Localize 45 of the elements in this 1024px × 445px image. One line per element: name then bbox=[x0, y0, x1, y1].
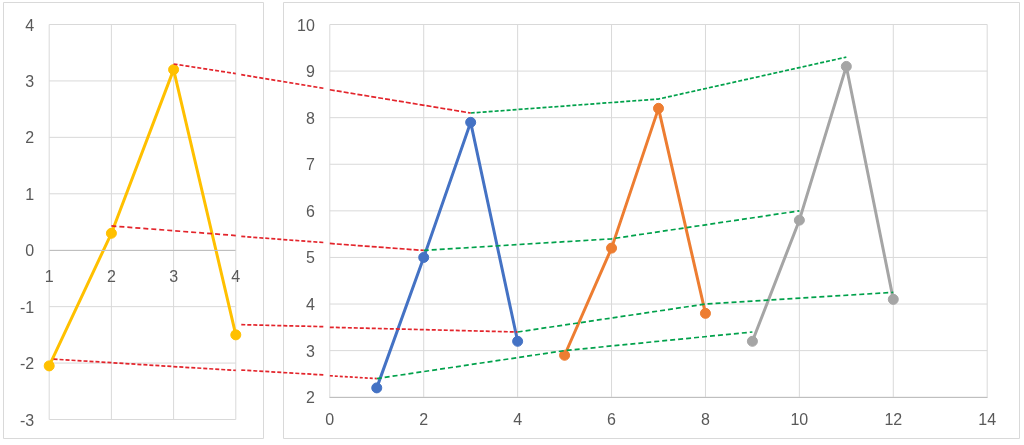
x-tick-label: 0 bbox=[325, 411, 335, 429]
point bbox=[512, 335, 524, 347]
point bbox=[606, 242, 618, 254]
y-tick-label: -3 bbox=[19, 411, 35, 429]
x-tick-label: 6 bbox=[607, 411, 617, 429]
y-tick-label: 9 bbox=[305, 63, 315, 81]
point bbox=[699, 307, 711, 319]
x-tick-label: 10 bbox=[790, 411, 809, 429]
y-tick-label: -2 bbox=[19, 355, 35, 373]
x-tick-label: 14 bbox=[978, 411, 997, 429]
x-tick-label: 2 bbox=[106, 268, 116, 286]
y-tick-label: 2 bbox=[25, 129, 35, 147]
y-tick-label: -1 bbox=[19, 298, 35, 316]
point bbox=[43, 360, 55, 372]
x-tick-label: 3 bbox=[169, 268, 179, 286]
x-tick-label: 4 bbox=[513, 411, 523, 429]
x-tick-label: 8 bbox=[701, 411, 711, 429]
y-tick-label: 3 bbox=[305, 342, 315, 360]
y-tick-label: 4 bbox=[25, 16, 35, 34]
x-tick-label: 4 bbox=[231, 268, 241, 286]
y-tick-label: 7 bbox=[305, 156, 315, 174]
y-tick-label: 8 bbox=[305, 109, 315, 127]
point bbox=[230, 329, 242, 341]
point bbox=[371, 382, 383, 394]
y-tick-label: 5 bbox=[305, 249, 315, 267]
point bbox=[418, 251, 430, 263]
point bbox=[840, 60, 852, 72]
point bbox=[465, 116, 477, 128]
point bbox=[105, 227, 117, 239]
y-tick-label: 0 bbox=[25, 242, 35, 260]
point bbox=[793, 214, 805, 226]
point bbox=[168, 64, 180, 76]
x-tick-label: 2 bbox=[419, 411, 429, 429]
x-tick-label: 12 bbox=[884, 411, 903, 429]
point bbox=[887, 293, 899, 305]
y-tick-label: 1 bbox=[25, 185, 35, 203]
x-tick-label: 1 bbox=[44, 268, 54, 286]
point bbox=[559, 349, 571, 361]
y-tick-label: 4 bbox=[305, 296, 315, 314]
point bbox=[653, 102, 664, 114]
y-tick-label: 10 bbox=[297, 16, 315, 34]
y-tick-label: 6 bbox=[305, 202, 315, 220]
y-tick-label: 3 bbox=[25, 72, 35, 90]
y-tick-label: 2 bbox=[305, 389, 315, 407]
point bbox=[746, 335, 758, 347]
